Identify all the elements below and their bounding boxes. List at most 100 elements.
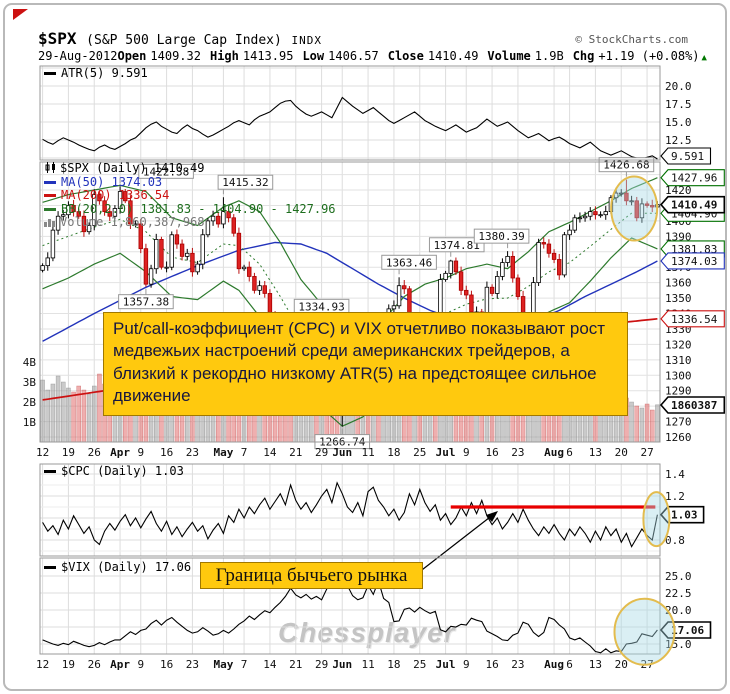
candle-body [195,263,200,273]
candle-body [453,260,459,273]
cpc-legend: $CPC (Daily) 1.03 [44,464,184,478]
y-axis-tick-label: 20.0 [665,604,692,617]
price-point-label: 1363.46 [386,256,432,269]
price-point-label-box [473,228,530,244]
atr-line-swatch-icon [44,72,56,75]
candle-body [551,252,557,260]
quote-low: Low 1406.57 [302,49,379,63]
candle-body [50,229,56,259]
candle-body [510,255,515,279]
x-axis-date-label: May [213,446,233,459]
volume-bar [644,403,650,443]
candle-body [61,214,66,217]
axis-callout-label: 1410.49 [671,199,717,212]
x-axis-date-label: 12 [36,658,49,671]
annotation-box-bearish-sentiment: Put/call-коэффициент (CPC) и VIX отчетли… [103,312,628,416]
price-point-label-box [138,163,194,179]
x-axis-date-label: Aug [544,658,564,671]
trend-arrow-line [417,513,495,574]
axis-callout-box [660,147,712,165]
quote-open: Open 1409.32 [117,49,201,63]
volume-bar [639,407,645,443]
candle-body [143,248,149,285]
x-axis-date-label: 6 [566,446,573,459]
x-axis-date-label: May [213,658,233,671]
price-point-label-box [217,174,274,190]
x-axis-date-label: 27 [640,446,653,459]
x-axis-date-label: 18 [387,658,400,671]
axis-callout-label: 17.06 [671,624,704,637]
x-axis-date-label: Jul [436,658,456,671]
copyright-label: © StockCharts.com [575,33,688,46]
candle-body [252,276,257,291]
volume-bar [92,385,97,443]
vix-panel-border [39,557,661,655]
x-axis-date-label: 29 [315,446,328,459]
chessplayer-watermark: Chessplayer [278,617,456,648]
y-axis-tick-label: 12.5 [665,134,692,147]
candle-body [562,234,567,276]
y-axis-tick-label: 1360 [665,277,692,290]
x-axis-date-label: 25 [413,446,426,459]
axis-callout-label: 1374.03 [671,255,717,268]
candle-body [619,192,624,195]
x-axis-date-label: 20 [615,446,628,459]
candle-body [458,271,464,291]
candle-body [639,203,645,219]
quote-close: Close 1410.49 [387,49,479,63]
candle-body [515,277,521,297]
y-axis-tick-label: 1350 [665,292,692,305]
y-axis-tick-label: 0.8 [665,534,685,547]
y-axis-tick-label: 1390 [665,230,692,243]
x-axis-date-label: Jul [436,446,456,459]
price-point-label: 1415.32 [222,176,268,189]
candle-body [572,217,577,231]
axis-callout-box [660,169,725,187]
axis-callout-box [659,195,726,214]
x-axis-date-label: 9 [137,446,144,459]
candle-body [624,192,629,202]
candle-body [391,305,397,310]
x-axis-date-label: 21 [289,658,302,671]
x-axis-date-label: 7 [241,446,248,459]
vix-line-swatch-icon [44,566,56,569]
price-point-label: 1380.39 [478,230,524,243]
volume-bar [81,389,87,443]
candle-body [613,192,619,199]
cpc-panel-border [39,463,661,557]
candle-body [262,285,267,294]
trend-arrow-head [486,511,498,522]
y-axis-tick-label: 1310 [665,354,692,367]
axis-callout-box [659,505,705,524]
candle-body [97,194,102,202]
bb-swatch-icon [44,207,56,211]
x-axis-date-label: 29 [315,658,328,671]
candle-body [396,285,402,307]
x-axis-date-label: 9 [137,658,144,671]
candle-body [200,234,205,265]
quote-high: High 1413.95 [209,49,294,63]
ticker-symbol: $SPX [38,29,77,48]
volume-bar [650,409,655,443]
candle-body [546,243,552,254]
y-axis-tick-label: 1420 [665,184,692,197]
y-axis-tick-label: 15.0 [665,116,692,129]
x-axis-date-label: 23 [186,446,199,459]
axis-callout-label: 9.591 [671,150,704,163]
candle-body [495,276,500,294]
x-axis-date-label: 16 [160,658,173,671]
candle-body [169,234,174,268]
candle-body [500,262,505,277]
candle-body [588,211,593,217]
y-axis-tick-label: 1320 [665,338,692,351]
x-axis-date-label: 13 [589,446,602,459]
quote-volume: Volume 1.9B [487,49,564,63]
volume-axis-tick-label: 3B [23,376,37,389]
x-axis-date-label: 23 [186,658,199,671]
candle-body [536,242,541,284]
x-axis-date-label: 25 [413,658,426,671]
candle-body [241,266,247,270]
candle-body [154,238,159,270]
candle-body [174,234,180,245]
